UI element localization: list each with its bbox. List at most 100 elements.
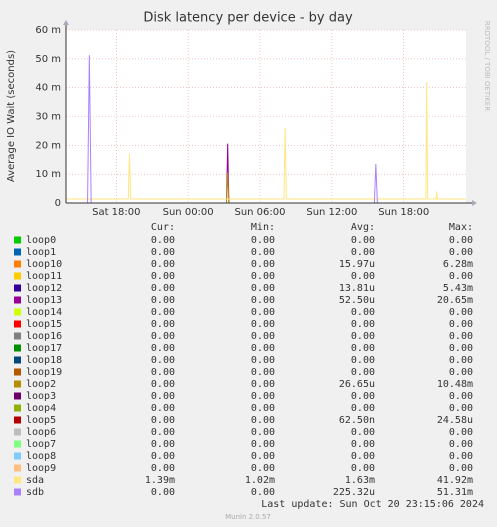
- stat-value: 0.00: [351, 367, 375, 378]
- stats-header: Cur:: [151, 222, 175, 233]
- stat-value: 0.00: [449, 367, 473, 378]
- legend-label: sdb: [26, 487, 44, 498]
- stat-value: 0.00: [251, 391, 275, 402]
- legend-swatch: [14, 404, 21, 412]
- stat-value: 0.00: [151, 367, 175, 378]
- stat-value: 6.28m: [443, 259, 473, 270]
- stat-value: 0.00: [449, 439, 473, 450]
- stat-value: 0.00: [449, 427, 473, 438]
- stat-value: 1.02m: [245, 475, 275, 486]
- stat-value: 0.00: [449, 391, 473, 402]
- legend-swatch: [14, 320, 21, 328]
- stat-value: 0.00: [351, 235, 375, 246]
- stat-value: 0.00: [151, 247, 175, 258]
- x-tick-label: Sun 18:00: [378, 207, 429, 218]
- stat-value: 0.00: [151, 307, 175, 318]
- stat-value: 0.00: [151, 283, 175, 294]
- legend-label: loop13: [26, 295, 62, 306]
- legend-label: loop8: [26, 451, 56, 462]
- stat-value: 0.00: [351, 247, 375, 258]
- legend-swatch: [14, 356, 21, 364]
- stat-value: 0.00: [151, 259, 175, 270]
- stat-value: 0.00: [251, 331, 275, 342]
- legend-swatch: [14, 236, 21, 244]
- stat-value: 5.43m: [443, 283, 473, 294]
- stat-value: 0.00: [251, 319, 275, 330]
- legend-label: loop7: [26, 439, 56, 450]
- legend-label: loop5: [26, 415, 56, 426]
- stat-value: 0.00: [251, 367, 275, 378]
- legend-swatch: [14, 332, 21, 340]
- stat-value: 1.39m: [145, 475, 175, 486]
- legend-label: loop19: [26, 367, 62, 378]
- legend-label: loop2: [26, 379, 56, 390]
- stat-value: 0.00: [151, 379, 175, 390]
- legend-label: loop4: [26, 403, 56, 414]
- stat-value: 24.58u: [437, 415, 473, 426]
- stat-value: 0.00: [449, 319, 473, 330]
- stat-value: 0.00: [251, 343, 275, 354]
- stat-value: 0.00: [449, 451, 473, 462]
- x-arrow: [472, 200, 477, 206]
- stat-value: 0.00: [351, 439, 375, 450]
- stat-value: 20.65m: [437, 295, 473, 306]
- stat-value: 0.00: [351, 271, 375, 282]
- stat-value: 0.00: [449, 331, 473, 342]
- legend-swatch: [14, 488, 21, 496]
- stat-value: 0.00: [151, 487, 175, 498]
- x-tick-label: Sun 12:00: [306, 207, 357, 218]
- stat-value: 0.00: [351, 391, 375, 402]
- stat-value: 0.00: [449, 271, 473, 282]
- legend-swatch: [14, 284, 21, 292]
- legend-swatch: [14, 248, 21, 256]
- legend-swatch: [14, 260, 21, 268]
- y-tick-label: 0: [55, 198, 61, 209]
- stat-value: 0.00: [449, 343, 473, 354]
- stat-value: 0.00: [251, 355, 275, 366]
- legend-swatch: [14, 416, 21, 424]
- stat-value: 51.31m: [437, 487, 473, 498]
- stat-value: 0.00: [251, 247, 275, 258]
- stat-value: 0.00: [151, 451, 175, 462]
- stat-value: 41.92m: [437, 475, 473, 486]
- y-tick-label: 10 m: [35, 169, 61, 180]
- legend-label: loop16: [26, 331, 62, 342]
- legend-label: loop10: [26, 259, 62, 270]
- legend-swatch: [14, 344, 21, 352]
- y-tick-label: 30 m: [35, 112, 61, 123]
- legend-label: loop17: [26, 343, 62, 354]
- stat-value: 0.00: [251, 451, 275, 462]
- legend-swatch: [14, 296, 21, 304]
- stat-value: 0.00: [151, 403, 175, 414]
- stat-value: 0.00: [449, 355, 473, 366]
- stat-value: 0.00: [251, 307, 275, 318]
- x-tick-label: Sat 18:00: [92, 207, 140, 218]
- x-tick-label: Sun 00:00: [163, 207, 214, 218]
- stat-value: 0.00: [351, 427, 375, 438]
- stat-value: 0.00: [151, 439, 175, 450]
- stat-value: 0.00: [151, 235, 175, 246]
- stat-value: 15.97u: [339, 259, 375, 270]
- y-tick-label: 50 m: [35, 54, 61, 65]
- legend-swatch: [14, 464, 21, 472]
- y-arrow: [63, 20, 69, 25]
- stat-value: 0.00: [151, 295, 175, 306]
- stat-value: 1.63m: [345, 475, 375, 486]
- stat-value: 0.00: [351, 307, 375, 318]
- stat-value: 0.00: [151, 355, 175, 366]
- stat-value: 0.00: [251, 271, 275, 282]
- stat-value: 225.32u: [333, 487, 375, 498]
- footer: Munin 2.0.57: [225, 513, 271, 521]
- stat-value: 0.00: [151, 391, 175, 402]
- stat-value: 0.00: [449, 235, 473, 246]
- stat-value: 0.00: [151, 343, 175, 354]
- y-tick-label: 60 m: [35, 25, 61, 36]
- y-tick-label: 20 m: [35, 140, 61, 151]
- stat-value: 10.48m: [437, 379, 473, 390]
- stat-value: 0.00: [251, 403, 275, 414]
- legend-label: loop6: [26, 427, 56, 438]
- stat-value: 0.00: [251, 487, 275, 498]
- legend-swatch: [14, 380, 21, 388]
- stat-value: 0.00: [151, 331, 175, 342]
